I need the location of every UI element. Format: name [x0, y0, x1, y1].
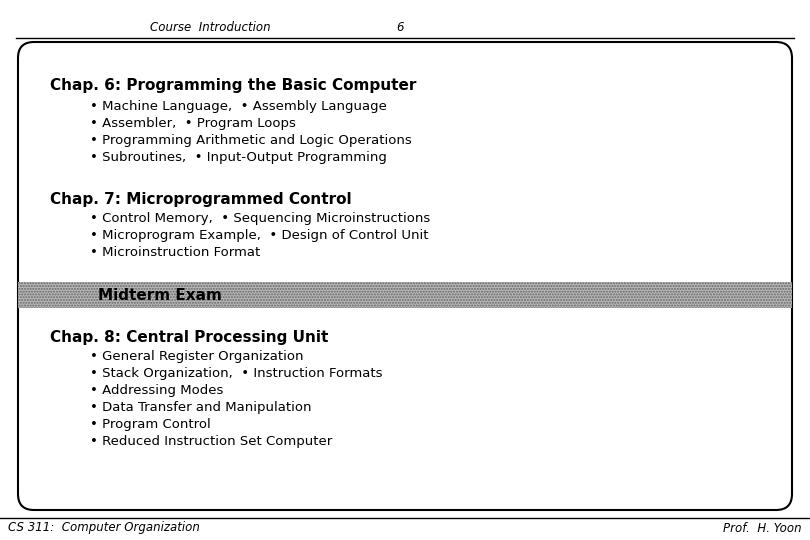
- Bar: [18, 282, 792, 308]
- Text: • Reduced Instruction Set Computer: • Reduced Instruction Set Computer: [90, 435, 332, 448]
- Text: • Data Transfer and Manipulation: • Data Transfer and Manipulation: [90, 401, 312, 414]
- Text: • Stack Organization,  • Instruction Formats: • Stack Organization, • Instruction Form…: [90, 367, 382, 380]
- Bar: [18, 282, 792, 308]
- Text: • Program Control: • Program Control: [90, 418, 211, 431]
- Text: Midterm Exam: Midterm Exam: [98, 287, 222, 302]
- Text: • Control Memory,  • Sequencing Microinstructions: • Control Memory, • Sequencing Microinst…: [90, 212, 430, 225]
- Text: • General Register Organization: • General Register Organization: [90, 350, 304, 363]
- Text: CS 311:  Computer Organization: CS 311: Computer Organization: [8, 522, 200, 535]
- Text: Course  Introduction: Course Introduction: [150, 21, 271, 34]
- Text: Prof.  H. Yoon: Prof. H. Yoon: [723, 522, 802, 535]
- Text: 6: 6: [396, 21, 403, 34]
- Text: • Programming Arithmetic and Logic Operations: • Programming Arithmetic and Logic Opera…: [90, 134, 411, 147]
- Text: • Microinstruction Format: • Microinstruction Format: [90, 246, 260, 259]
- Text: • Machine Language,  • Assembly Language: • Machine Language, • Assembly Language: [90, 100, 387, 113]
- Text: Chap. 6: Programming the Basic Computer: Chap. 6: Programming the Basic Computer: [50, 78, 416, 93]
- Text: Chap. 8: Central Processing Unit: Chap. 8: Central Processing Unit: [50, 330, 328, 345]
- Text: • Subroutines,  • Input-Output Programming: • Subroutines, • Input-Output Programmin…: [90, 151, 387, 164]
- Text: • Addressing Modes: • Addressing Modes: [90, 384, 224, 397]
- Text: Chap. 7: Microprogrammed Control: Chap. 7: Microprogrammed Control: [50, 192, 352, 207]
- Text: • Assembler,  • Program Loops: • Assembler, • Program Loops: [90, 117, 296, 130]
- Text: • Microprogram Example,  • Design of Control Unit: • Microprogram Example, • Design of Cont…: [90, 229, 428, 242]
- FancyBboxPatch shape: [18, 42, 792, 510]
